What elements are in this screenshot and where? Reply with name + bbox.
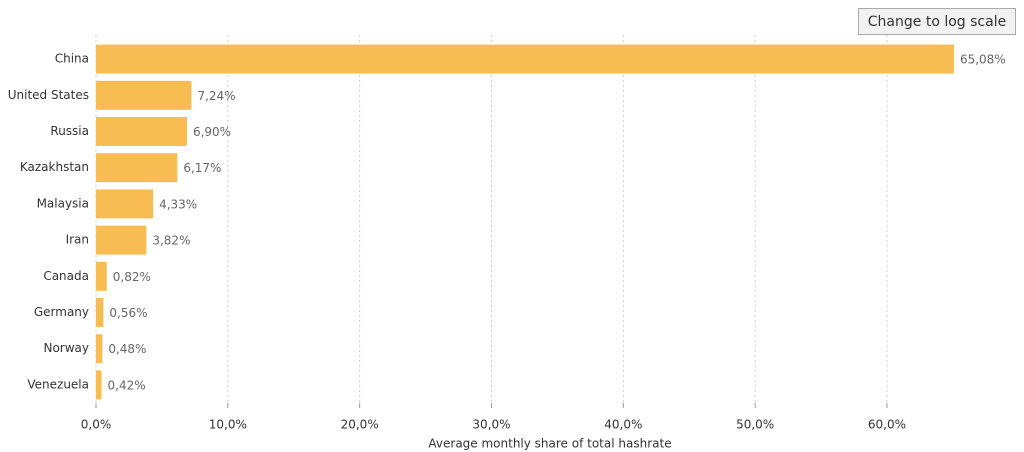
data-label: 65,08%	[960, 53, 1006, 67]
bar	[96, 80, 192, 110]
x-axis-label: Average monthly share of total hashrate	[428, 437, 671, 451]
data-label: 3,82%	[152, 234, 190, 248]
data-label: 0,56%	[109, 306, 147, 320]
y-tick-label: Germany	[34, 305, 89, 319]
x-tick-label: 10,0%	[209, 418, 247, 432]
y-tick-label: Iran	[66, 233, 89, 247]
data-label: 0,48%	[108, 342, 146, 356]
bar	[96, 334, 103, 364]
data-label: 4,33%	[159, 197, 197, 211]
bar	[96, 44, 954, 74]
log-scale-button[interactable]: Change to log scale	[858, 8, 1016, 35]
y-tick-label: Norway	[43, 341, 89, 355]
bar	[96, 370, 102, 400]
bar	[96, 153, 178, 183]
y-tick-label: United States	[8, 88, 89, 102]
data-label: 7,24%	[197, 89, 235, 103]
data-label: 6,90%	[193, 125, 231, 139]
bar	[96, 189, 154, 219]
bar	[96, 298, 104, 327]
x-tick-label: 60,0%	[868, 418, 906, 432]
data-label: 0,42%	[108, 378, 146, 392]
y-tick-label: Kazakhstan	[20, 160, 89, 174]
y-tick-label: Venezuela	[27, 377, 89, 391]
y-tick-label: China	[55, 52, 89, 66]
x-tick-label: 20,0%	[341, 418, 379, 432]
bar	[96, 117, 187, 146]
x-tick-label: 50,0%	[736, 418, 774, 432]
x-tick-label: 0,0%	[81, 418, 112, 432]
bar	[96, 225, 147, 255]
x-tick-label: 40,0%	[604, 418, 642, 432]
data-label: 6,17%	[183, 161, 221, 175]
y-tick-label: Malaysia	[37, 196, 89, 210]
bar	[96, 261, 107, 291]
y-tick-label: Canada	[43, 269, 89, 283]
y-tick-label: Russia	[50, 124, 89, 138]
x-tick-label: 30,0%	[472, 418, 510, 432]
data-label: 0,82%	[113, 270, 151, 284]
